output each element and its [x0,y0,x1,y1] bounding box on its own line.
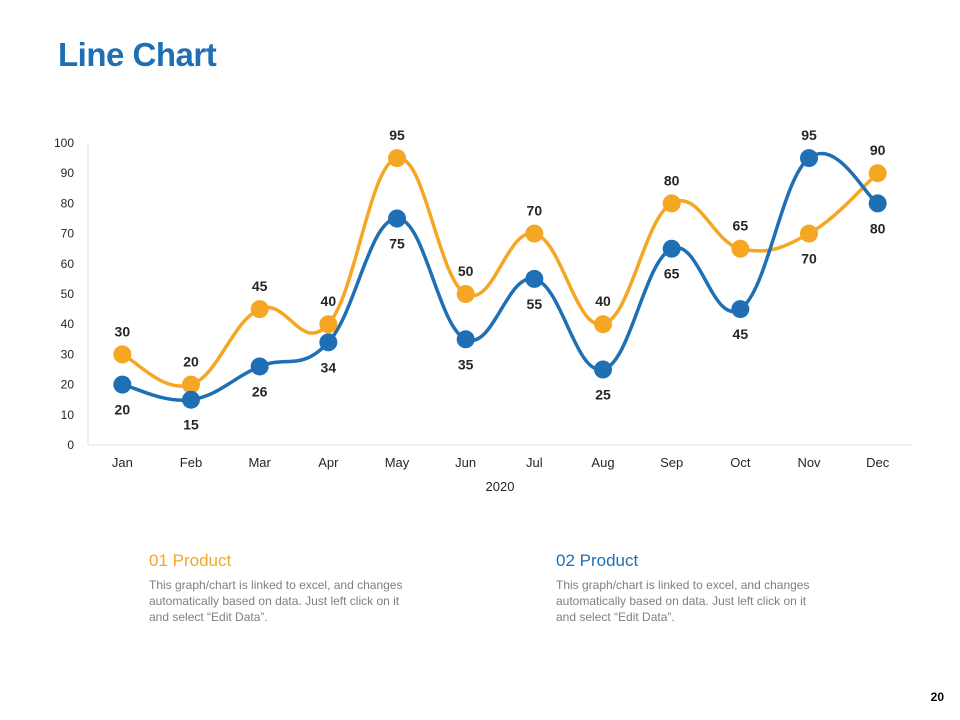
series-1-data-label: 90 [870,142,886,158]
series-1-point [662,194,681,213]
series-2-data-label: 65 [664,266,680,282]
series-1-data-label: 70 [527,203,543,219]
y-tick-label: 100 [54,136,74,150]
series-2-data-label: 75 [389,236,405,252]
series-1-point [388,149,406,168]
series-1-point [594,315,612,334]
series-1-point [113,345,132,364]
legend-description-product-2: This graph/chart is linked to excel, and… [556,578,810,624]
series-1-data-label: 70 [801,251,817,267]
series-1-line [121,156,879,388]
series-2-point [456,330,475,349]
series-2-point [319,333,338,352]
legend-product-1: 01 Product This graph/chart is linked to… [149,551,419,625]
series-1-point [731,239,750,258]
series-1-point [319,315,338,334]
series-2-point [113,375,132,394]
series-2-data-label: 25 [595,387,611,403]
x-tick-label: May [385,455,410,470]
series-1-point [800,224,818,243]
y-tick-label: 10 [61,408,75,422]
legend-title-product-1: 01 Product [149,551,232,570]
legend-description-product-1: This graph/chart is linked to excel, and… [149,578,403,624]
x-tick-label: Apr [318,455,339,470]
series-1-point [250,300,269,319]
series-2-data-label: 35 [458,356,474,372]
series-1-point [525,224,544,243]
series-1-point [182,375,200,394]
series-2-data-label: 95 [801,127,817,143]
series-1-data-label: 80 [664,172,680,188]
y-tick-label: 70 [61,227,75,241]
series-1-point [868,164,887,183]
series-2-point [662,239,681,258]
page-number: 20 [930,690,944,704]
slide-title: Line Chart [58,36,217,73]
y-tick-label: 50 [61,287,75,301]
x-tick-label: Jan [112,455,133,470]
series-2-data-label: 15 [183,417,199,433]
series-1-data-label: 65 [733,218,749,234]
series-2-line [121,151,879,402]
legend-title-product-2: 02 Product [556,551,639,570]
series-1-data-label: 50 [458,263,474,279]
series-2-point [525,269,544,288]
x-axis-title: 2020 [486,479,515,494]
series-1-point [456,285,475,303]
x-tick-label: Oct [730,455,751,470]
y-tick-label: 80 [61,196,75,210]
series-2-point [800,149,818,168]
x-tick-label: Nov [797,455,821,470]
series-2-point [868,194,887,213]
legend-product-2: 02 Product This graph/chart is linked to… [556,551,826,625]
y-tick-label: 30 [61,347,75,361]
series-2-data-label: 20 [115,402,131,418]
x-tick-label: Mar [248,455,271,470]
x-tick-label: Feb [180,455,202,470]
series-2-data-label: 55 [527,296,543,312]
series-2-point [388,209,406,228]
x-tick-label: Dec [866,455,890,470]
series-1-data-label: 40 [595,293,611,309]
series-2-point [182,390,200,409]
series-1-data-label: 40 [321,293,337,309]
x-tick-label: Aug [591,455,614,470]
y-tick-label: 0 [67,438,74,452]
series-1-data-label: 45 [252,278,268,294]
series-2-data-label: 45 [733,326,749,342]
y-tick-label: 40 [61,317,75,331]
line-chart: 0 10 20 30 40 50 60 70 80 90 100 Jan Feb Mar Apr May Jun… [54,127,912,494]
series-2-data-label: 34 [321,359,337,375]
y-tick-label: 60 [61,257,75,271]
series-2-data-label: 26 [252,383,268,399]
series-2-point [250,357,269,376]
series-1-data-label: 30 [115,323,131,339]
y-tick-label: 90 [61,166,75,180]
x-tick-label: Jul [526,455,543,470]
series-2-data-label: 80 [870,220,886,236]
x-tick-label: Sep [660,455,683,470]
series-1-data-label: 95 [389,127,405,143]
x-tick-label: Jun [455,455,476,470]
series-1-data-label: 20 [183,354,199,370]
series-2-point [594,360,612,379]
series-2-point [731,300,750,319]
y-tick-label: 20 [61,378,75,392]
